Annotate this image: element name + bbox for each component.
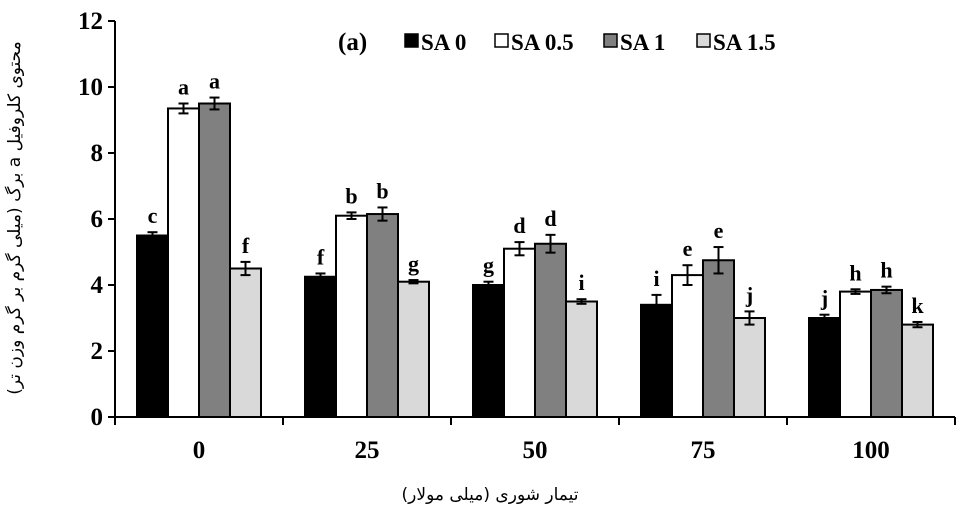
bar <box>808 317 841 418</box>
significance-label: a <box>209 69 220 94</box>
bar <box>901 323 934 419</box>
y-tick-label: 2 <box>91 338 104 365</box>
significance-label: d <box>513 213 525 238</box>
significance-label: b <box>345 183 357 208</box>
bar <box>702 259 735 418</box>
significance-label: g <box>483 253 494 278</box>
y-tick-label: 6 <box>91 206 104 233</box>
legend-swatch <box>696 33 711 48</box>
significance-label: f <box>317 244 325 269</box>
significance-label: f <box>242 233 250 258</box>
significance-label: j <box>745 282 753 307</box>
bar <box>640 303 673 418</box>
legend-label: SA 0.5 <box>511 30 574 55</box>
significance-label: k <box>911 293 924 318</box>
bar <box>366 213 399 418</box>
x-axis-title: تیمار شوری (میلی مولار) <box>402 485 579 505</box>
bar <box>503 247 536 418</box>
bar <box>397 280 430 419</box>
legend: SA 0 SA 0.5 SA 1 SA 1.5 <box>404 30 776 55</box>
significance-label: j <box>820 286 828 311</box>
x-tick-label: 0 <box>193 437 206 464</box>
significance-label: h <box>849 260 861 285</box>
y-tick-label: 0 <box>91 404 104 431</box>
bar <box>870 288 903 419</box>
bar <box>839 290 872 419</box>
bar <box>335 214 368 418</box>
significance-label: h <box>880 258 892 283</box>
significance-label: e <box>683 236 693 261</box>
y-axis-title-group: محتوی کلروفیل a برگ (میلی گرم بر گرم وزن… <box>4 41 25 395</box>
significance-label: c <box>148 203 158 228</box>
bar <box>565 300 598 418</box>
y-tick-label: 10 <box>78 74 103 101</box>
y-tick-label: 4 <box>91 272 104 299</box>
y-tick-label: 12 <box>78 8 103 35</box>
significance-label: i <box>578 270 584 295</box>
legend-swatch <box>603 33 618 48</box>
bar <box>198 102 231 418</box>
bar <box>229 267 262 418</box>
bar <box>167 107 200 418</box>
legend-swatch <box>404 33 419 48</box>
significance-label: b <box>376 178 388 203</box>
significance-label: d <box>544 206 556 231</box>
significance-label: e <box>714 218 724 243</box>
legend-label: SA 1 <box>620 30 665 55</box>
x-tick-label: 25 <box>355 437 380 464</box>
x-tick-label: 100 <box>852 437 890 464</box>
legend-label: SA 0 <box>421 30 466 55</box>
bar <box>733 317 766 418</box>
bar <box>304 275 337 418</box>
x-tick-label: 50 <box>523 437 548 464</box>
bar <box>136 234 169 418</box>
significance-label: g <box>408 251 419 276</box>
y-tick-label: 8 <box>91 140 104 167</box>
x-tick-label: 75 <box>691 437 716 464</box>
bar <box>671 274 704 418</box>
plot-area: c f g i j a b d e h a b d e h f g i j k 0 2 4 6 8 10 12 0 25 50 75 100 <box>78 8 956 464</box>
legend-swatch <box>494 33 509 48</box>
legend-label: SA 1.5 <box>713 30 776 55</box>
significance-label: i <box>653 266 659 291</box>
panel-label: (a) <box>338 29 367 56</box>
significance-label: a <box>178 75 189 100</box>
y-axis-title: محتوی کلروفیل a برگ (میلی گرم بر گرم وزن… <box>4 41 25 395</box>
bar <box>472 284 505 418</box>
bar <box>534 242 567 418</box>
